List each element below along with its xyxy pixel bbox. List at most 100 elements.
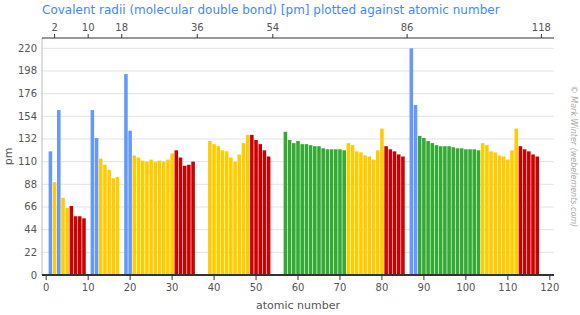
x-tick	[88, 276, 89, 280]
y-tick-label: 66	[24, 201, 37, 212]
bar	[263, 150, 267, 275]
bar	[53, 182, 57, 275]
x2-tick-label: 86	[401, 22, 414, 33]
grid-line	[42, 275, 554, 276]
x2-tick	[272, 34, 273, 38]
bar	[292, 143, 296, 275]
bar	[347, 143, 351, 275]
bar	[493, 152, 497, 275]
x-tick	[339, 276, 340, 280]
x-tick	[172, 276, 173, 280]
bar	[443, 146, 447, 275]
x2-tick-label: 2	[51, 22, 57, 33]
x-tick-label: 80	[376, 282, 389, 293]
x-tick	[46, 276, 47, 280]
bar	[95, 138, 99, 275]
bar	[216, 146, 220, 275]
bar	[65, 208, 69, 275]
x2-tick	[121, 34, 122, 38]
x-tick-label: 30	[166, 282, 179, 293]
bar	[107, 170, 111, 275]
bar	[527, 151, 531, 275]
x-tick-label: 110	[498, 282, 517, 293]
x-tick-label: 20	[124, 282, 137, 293]
bar	[435, 145, 439, 275]
bar	[221, 150, 225, 275]
bar	[451, 147, 455, 275]
bar	[523, 149, 527, 275]
bar	[246, 135, 250, 275]
bar	[254, 140, 258, 275]
bar	[359, 152, 363, 275]
bar	[162, 162, 166, 275]
bar	[485, 145, 489, 275]
x-tick-label: 100	[456, 282, 475, 293]
x-tick-label: 60	[292, 282, 305, 293]
bar	[502, 157, 506, 276]
bar	[342, 150, 346, 275]
x-tick	[298, 276, 299, 280]
x-tick	[549, 276, 550, 280]
bar	[397, 154, 401, 275]
bar	[389, 149, 393, 275]
bar	[237, 154, 241, 275]
bar	[519, 146, 523, 275]
y-tick-label: 154	[18, 111, 37, 122]
bar	[124, 74, 128, 275]
bar	[267, 157, 271, 276]
x-axis-line	[42, 274, 554, 276]
y-tick-label: 88	[24, 179, 37, 190]
x-tick-label: 50	[250, 282, 263, 293]
bar	[179, 158, 183, 275]
x-tick-label: 120	[540, 282, 559, 293]
x2-tick	[197, 34, 198, 38]
x-axis-label: atomic number	[256, 299, 341, 312]
bar	[183, 166, 187, 275]
bar	[418, 136, 422, 275]
bar	[326, 149, 330, 275]
bar	[145, 162, 149, 275]
bar	[70, 206, 74, 275]
grid-line	[42, 70, 554, 71]
y-tick-label: 44	[24, 224, 37, 235]
chart: 022446688110132154176198220pm01020304050…	[0, 0, 580, 315]
bar	[158, 161, 162, 275]
bar	[439, 146, 443, 275]
bar	[166, 160, 170, 275]
bar	[431, 143, 435, 275]
bar	[57, 110, 61, 275]
y-tick-label: 176	[18, 88, 37, 99]
x-tick	[423, 276, 424, 280]
bar	[133, 155, 137, 275]
x-tick	[256, 276, 257, 280]
bar	[351, 145, 355, 275]
bar	[368, 157, 372, 276]
watermark: © Mark Winter (webelements.com)	[569, 86, 578, 227]
bar	[456, 148, 460, 275]
x-tick-label: 40	[208, 282, 221, 293]
x2-tick-label: 54	[266, 22, 279, 33]
bar	[187, 165, 191, 275]
bar	[355, 151, 359, 275]
bar	[472, 149, 476, 275]
bar	[506, 160, 510, 275]
grid-line	[42, 48, 554, 49]
bar	[300, 144, 304, 275]
x-tick	[507, 276, 508, 280]
x-axis: 0102030405060708090100110120atomic numbe…	[42, 275, 559, 312]
bar	[225, 151, 229, 275]
y-tick-label: 110	[18, 156, 37, 167]
bar	[372, 160, 376, 275]
grid-line	[42, 93, 554, 94]
bar	[191, 162, 195, 275]
bar	[154, 162, 158, 275]
bar	[464, 149, 468, 275]
bar	[309, 145, 313, 275]
bar	[229, 158, 233, 275]
bar	[296, 141, 300, 275]
bar	[401, 157, 405, 276]
x2-tick-label: 36	[191, 22, 204, 33]
y-axis-line	[42, 38, 43, 275]
bar	[49, 151, 53, 275]
bar	[208, 141, 212, 275]
